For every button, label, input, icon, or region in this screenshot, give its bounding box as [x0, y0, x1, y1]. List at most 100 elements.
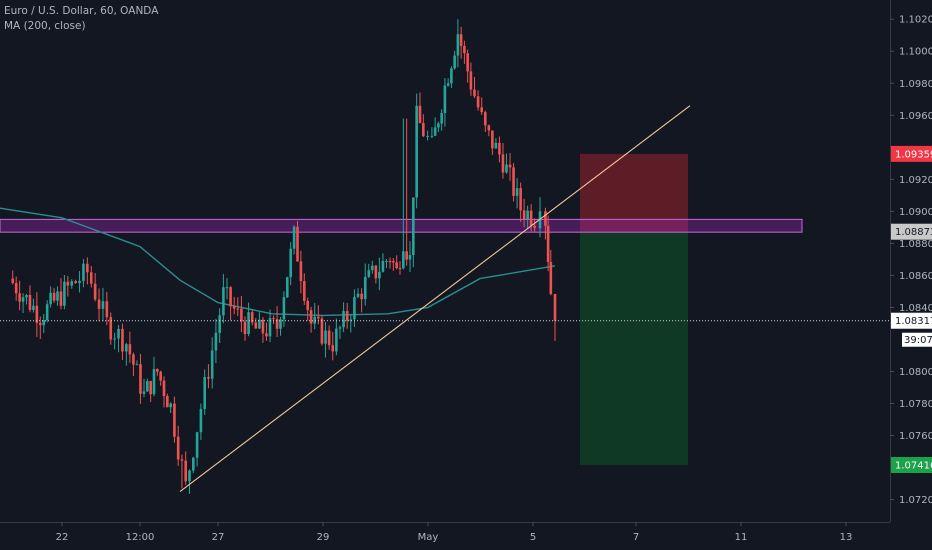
y-tick-label: 1.10200 [899, 15, 932, 26]
candle-body [265, 333, 268, 337]
price-tag: 1.09359 [891, 145, 932, 162]
stop-loss-zone [580, 153, 688, 232]
candle-body [180, 459, 184, 461]
candle-body [415, 105, 418, 198]
candle-body [466, 53, 469, 72]
candle-body [49, 292, 52, 305]
x-tick-label: 29 [317, 532, 330, 543]
candle [292, 225, 296, 255]
candle [105, 291, 109, 326]
candle-body [392, 261, 395, 263]
candle-body [440, 113, 443, 124]
candle-body [327, 330, 331, 346]
x-tick-label: 5 [530, 532, 536, 543]
candle-body [385, 261, 388, 263]
y-tick-label: 1.09000 [899, 207, 932, 218]
y-tick-label: 1.09600 [899, 111, 932, 122]
candle [426, 130, 429, 141]
candle [109, 312, 113, 345]
candle-body [176, 436, 180, 460]
candle [250, 309, 254, 326]
candle [93, 273, 97, 302]
price-tag: 1.08317 [891, 312, 932, 329]
candlestick-series [11, 19, 557, 494]
candle-body [52, 292, 56, 301]
candle [349, 313, 353, 333]
candle-body [450, 68, 453, 84]
candle [236, 297, 240, 316]
countdown-bg [902, 332, 932, 347]
candle-body [335, 328, 338, 352]
candle [381, 253, 385, 273]
candle-body [549, 262, 553, 295]
candle-body [225, 287, 229, 289]
candle [405, 118, 408, 266]
candle [142, 378, 146, 398]
candle [225, 278, 229, 300]
candle-body [398, 268, 402, 270]
candle-body [443, 85, 447, 114]
candle-body [113, 338, 116, 340]
candle-body [39, 322, 42, 326]
candle [453, 50, 456, 70]
candle-body [412, 197, 415, 256]
candle [335, 318, 338, 356]
candle [49, 286, 52, 308]
candle-body [86, 263, 89, 273]
candle [309, 306, 313, 333]
trendline [179, 105, 691, 493]
candle [324, 322, 327, 358]
candle [25, 293, 28, 305]
legend-title: Euro / U.S. Dollar, 60, OANDA [4, 5, 159, 17]
candle-body [553, 294, 557, 321]
candle [498, 136, 501, 163]
candle-body [512, 167, 515, 196]
candle [149, 380, 152, 402]
candle-body [218, 315, 221, 333]
candle [327, 325, 331, 350]
candle [89, 265, 93, 288]
candle-body [232, 306, 236, 309]
candle-body [89, 272, 93, 284]
candle-body [338, 327, 342, 329]
candle [466, 49, 469, 83]
candle-body [402, 251, 405, 269]
candle-body [487, 125, 491, 131]
price-tag-bg [891, 312, 932, 329]
candle [42, 313, 46, 334]
candle-body [135, 364, 139, 366]
candle [443, 78, 447, 127]
candle-body [289, 248, 292, 278]
candle [66, 275, 70, 297]
candle-body [342, 311, 345, 328]
candle [229, 286, 232, 321]
candle-body [505, 164, 508, 173]
candle [39, 316, 42, 339]
candle-body [146, 381, 149, 392]
legend-indicator: MA (200, close) [4, 20, 86, 32]
candle-body [544, 211, 547, 226]
candle [70, 279, 74, 289]
candle-body [250, 312, 254, 323]
candle-body [254, 322, 258, 329]
candle [128, 331, 132, 363]
candle-body [93, 283, 97, 300]
candle-body [128, 344, 132, 355]
x-tick-label: May [418, 532, 439, 543]
candle-body [317, 316, 320, 319]
candle [74, 279, 77, 284]
candle-body [388, 261, 392, 263]
candle-body [529, 210, 533, 226]
candle-body [324, 330, 327, 344]
candle-body [353, 296, 356, 320]
candle-body [210, 350, 214, 379]
candle-body [296, 226, 299, 262]
candle-body [279, 319, 282, 329]
countdown-label: 39:07 [904, 335, 932, 346]
candle [408, 241, 412, 273]
candle [146, 378, 149, 392]
candle [139, 354, 142, 404]
take-profit-zone [580, 231, 688, 465]
